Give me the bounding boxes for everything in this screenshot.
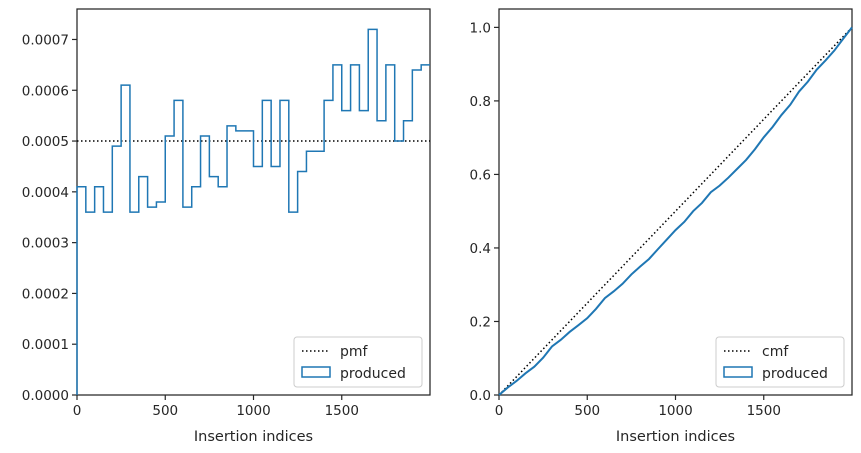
x-tick-label: 1500 <box>747 403 781 419</box>
x-axis: 0 500 1000 1500 <box>73 395 359 419</box>
produced-histogram <box>76 28 430 395</box>
x-axis: 0 500 1000 1500 <box>495 395 781 419</box>
legend-produced-label: produced <box>340 366 406 382</box>
y-tick-label: 0.0004 <box>22 185 69 201</box>
legend-produced-label: produced <box>762 366 828 382</box>
y-tick-label: 0.0002 <box>22 286 69 302</box>
legend: pmf produced <box>293 336 423 388</box>
x-tick-label: 500 <box>152 403 178 419</box>
y-tick-label: 0.4 <box>470 241 491 257</box>
x-tick-label: 1000 <box>658 403 692 419</box>
y-tick-label: 1.0 <box>470 20 491 36</box>
legend-box <box>293 336 423 388</box>
legend: cmf produced <box>715 336 845 388</box>
x-tick-label: 1000 <box>236 403 270 419</box>
legend-box <box>715 336 845 388</box>
y-tick-label: 0.0 <box>470 388 491 404</box>
y-tick-label: 0.0001 <box>22 337 69 353</box>
x-axis-label: Insertion indices <box>194 429 313 445</box>
y-tick-label: 0.8 <box>470 94 491 110</box>
y-axis: 0.0000 0.0001 0.0002 0.0003 0.0004 0.0005 0.00… <box>22 32 77 404</box>
cmf-line <box>498 26 853 396</box>
legend-produced-swatch <box>723 366 753 378</box>
y-tick-label: 0.0006 <box>22 83 69 99</box>
cmf-panel: 0.0 0.2 0.4 0.6 0.8 1.0 0 500 1000 1500 Insertio… <box>470 8 853 445</box>
y-tick-label: 0.0005 <box>22 134 69 150</box>
y-tick-label: 0.2 <box>470 314 491 330</box>
x-tick-label: 0 <box>495 403 504 419</box>
x-axis-label: Insertion indices <box>616 429 735 445</box>
legend-pmf-label: pmf <box>340 344 369 360</box>
x-tick-label: 1500 <box>325 403 359 419</box>
x-tick-label: 0 <box>73 403 82 419</box>
legend-cmf-label: cmf <box>762 344 789 360</box>
produced-line <box>498 26 853 396</box>
histogram-panel: 0.0000 0.0001 0.0002 0.0003 0.0004 0.0005 0.00… <box>22 8 431 445</box>
y-tick-label: 0.0007 <box>22 32 69 48</box>
y-axis: 0.0 0.2 0.4 0.6 0.8 1.0 <box>470 20 499 404</box>
y-tick-label: 0.6 <box>470 167 491 183</box>
y-tick-label: 0.0003 <box>22 236 69 252</box>
legend-produced-swatch <box>301 366 331 378</box>
y-tick-label: 0.0000 <box>22 388 69 404</box>
x-tick-label: 500 <box>574 403 600 419</box>
